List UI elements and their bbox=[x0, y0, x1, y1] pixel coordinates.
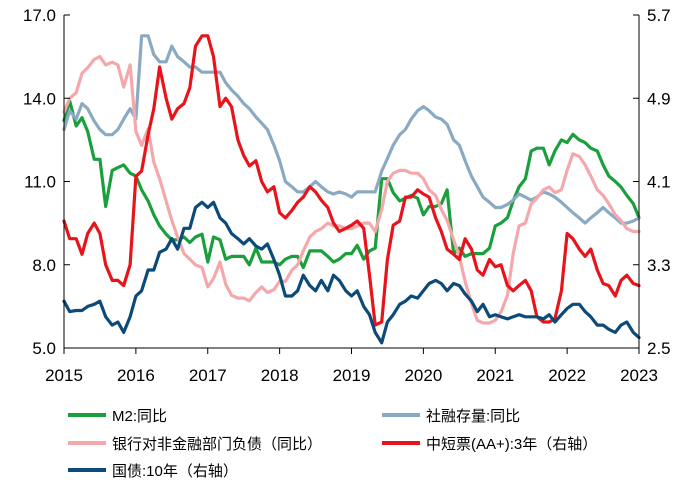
series-line-treasury-10y bbox=[62, 200, 641, 345]
y-right-tick-label: 3.3 bbox=[647, 256, 671, 275]
x-tick-label: 2019 bbox=[333, 366, 371, 385]
axes-layer bbox=[63, 15, 640, 349]
x-tick-label: 2016 bbox=[117, 366, 155, 385]
y-right-tick-label: 2.5 bbox=[647, 339, 671, 358]
legend-swatch-social-financing bbox=[382, 413, 420, 417]
legend-label-treasury-10y: 国债:10年（右轴） bbox=[112, 462, 238, 480]
legend-label-bank-liabilities: 银行对非金融部门负债（同比） bbox=[112, 435, 323, 453]
legend-item-m2: M2:同比 bbox=[68, 404, 167, 426]
x-tick-label: 2021 bbox=[476, 366, 514, 385]
x-tick-label: 2018 bbox=[261, 366, 299, 385]
legend-label-m2: M2:同比 bbox=[112, 407, 168, 425]
y-right-tick-label: 4.1 bbox=[647, 173, 671, 192]
y-right-tick-label: 5.7 bbox=[647, 6, 671, 25]
legend-swatch-treasury-10y bbox=[68, 468, 106, 472]
x-tick-label: 2022 bbox=[548, 366, 586, 385]
legend-item-mtn-aa-plus-3y: 中短票(AA+):3年（右轴） bbox=[382, 432, 597, 454]
legend-swatch-mtn-aa-plus-3y bbox=[382, 441, 420, 445]
x-tick-label: 2017 bbox=[189, 366, 227, 385]
legend-swatch-bank-liabilities bbox=[68, 441, 106, 445]
legend-item-bank-liabilities: 银行对非金融部门负债（同比） bbox=[68, 432, 322, 454]
y-left-tick-label: 14.0 bbox=[23, 89, 56, 108]
series-line-mtn-aa-plus-3y bbox=[62, 34, 641, 327]
series-line-m2 bbox=[62, 99, 641, 270]
legend-item-treasury-10y: 国债:10年（右轴） bbox=[68, 459, 238, 481]
legend-label-mtn-aa-plus-3y: 中短票(AA+):3年（右轴） bbox=[426, 435, 598, 453]
y-right-tick-label: 4.9 bbox=[647, 89, 671, 108]
y-left-tick-label: 17.0 bbox=[23, 6, 56, 25]
ticks-layer: 5.0 8.0 11.0 14.0 17.0 2.5 3.3 4.1 4.9 5.7 2015 201… bbox=[23, 6, 671, 385]
legend: M2:同比 社融存量:同比 银行对非金融部门负债（同比） 中短票(AA+):3年… bbox=[0, 398, 700, 488]
x-tick-label: 2015 bbox=[45, 366, 83, 385]
x-tick-label: 2020 bbox=[404, 366, 442, 385]
y-left-tick-label: 8.0 bbox=[32, 256, 56, 275]
chart: 5.0 8.0 11.0 14.0 17.0 2.5 3.3 4.1 4.9 5.7 2015 201… bbox=[23, 6, 671, 385]
y-left-tick-label: 11.0 bbox=[24, 173, 56, 192]
y-left-tick-label: 5.0 bbox=[32, 339, 56, 358]
legend-swatch-m2 bbox=[68, 413, 106, 417]
x-tick-label: 2023 bbox=[620, 366, 658, 385]
legend-label-social-financing: 社融存量:同比 bbox=[426, 407, 521, 425]
series-layer bbox=[62, 34, 641, 345]
series-line-bank-liabilities bbox=[62, 54, 641, 325]
legend-item-social-financing: 社融存量:同比 bbox=[382, 404, 520, 426]
